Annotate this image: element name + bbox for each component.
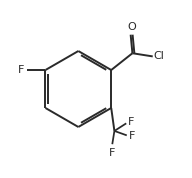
Text: O: O	[127, 22, 136, 32]
Text: F: F	[128, 117, 135, 127]
Text: F: F	[109, 148, 115, 158]
Text: Cl: Cl	[154, 51, 165, 61]
Text: F: F	[18, 65, 24, 75]
Text: F: F	[129, 131, 135, 141]
